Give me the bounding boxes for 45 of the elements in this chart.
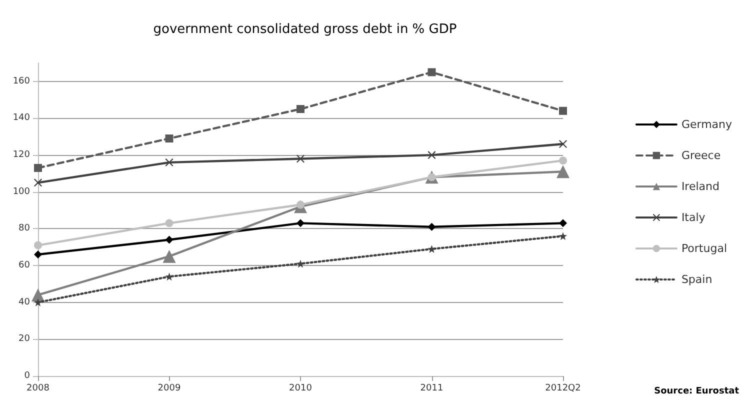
- legend-label: Italy: [681, 211, 706, 224]
- point: [165, 236, 174, 244]
- y-tick-label: 0: [24, 371, 30, 381]
- point: [165, 219, 174, 228]
- point: [428, 222, 436, 231]
- y-tick-label: 20: [18, 334, 30, 344]
- legend-label: Greece: [681, 149, 721, 162]
- point: [34, 241, 42, 250]
- point: [559, 140, 567, 148]
- y-tick-label: 80: [18, 224, 30, 234]
- x-tick-label: 2008: [26, 384, 50, 394]
- point: [162, 250, 176, 263]
- y-tick-label: 160: [12, 76, 30, 86]
- point: [559, 106, 567, 115]
- x-tick-label: 2011: [420, 384, 444, 394]
- chart-title: government consolidated gross debt in % GDP: [153, 22, 457, 37]
- point: [559, 156, 567, 165]
- point: [34, 178, 42, 187]
- point: [296, 219, 304, 228]
- point: [428, 151, 436, 160]
- legend-label: Ireland: [681, 180, 720, 193]
- y-tick-label: 120: [12, 150, 30, 160]
- x-tick-label: 2009: [158, 384, 181, 394]
- point: [32, 288, 44, 302]
- source-note: Source: Eurostat: [654, 386, 740, 396]
- point: [296, 154, 304, 163]
- point: [34, 298, 42, 306]
- legend-label: Germany: [681, 118, 732, 131]
- legend-label: Spain: [681, 273, 712, 286]
- point: [428, 68, 436, 76]
- y-tick-label: 40: [18, 297, 30, 308]
- y-tick-label: 100: [12, 186, 30, 197]
- y-tick-label: 140: [12, 113, 30, 124]
- x-tick-label: 2010: [289, 384, 312, 394]
- y-tick-label: 60: [18, 260, 30, 271]
- point: [556, 165, 570, 178]
- point: [296, 105, 304, 114]
- point: [165, 134, 174, 142]
- point: [34, 164, 42, 172]
- point: [559, 219, 567, 228]
- point: [34, 250, 42, 258]
- x-tick-label: 2012Q2: [545, 384, 581, 394]
- point: [559, 232, 567, 240]
- legend-label: Portugal: [681, 242, 728, 255]
- point: [165, 158, 174, 166]
